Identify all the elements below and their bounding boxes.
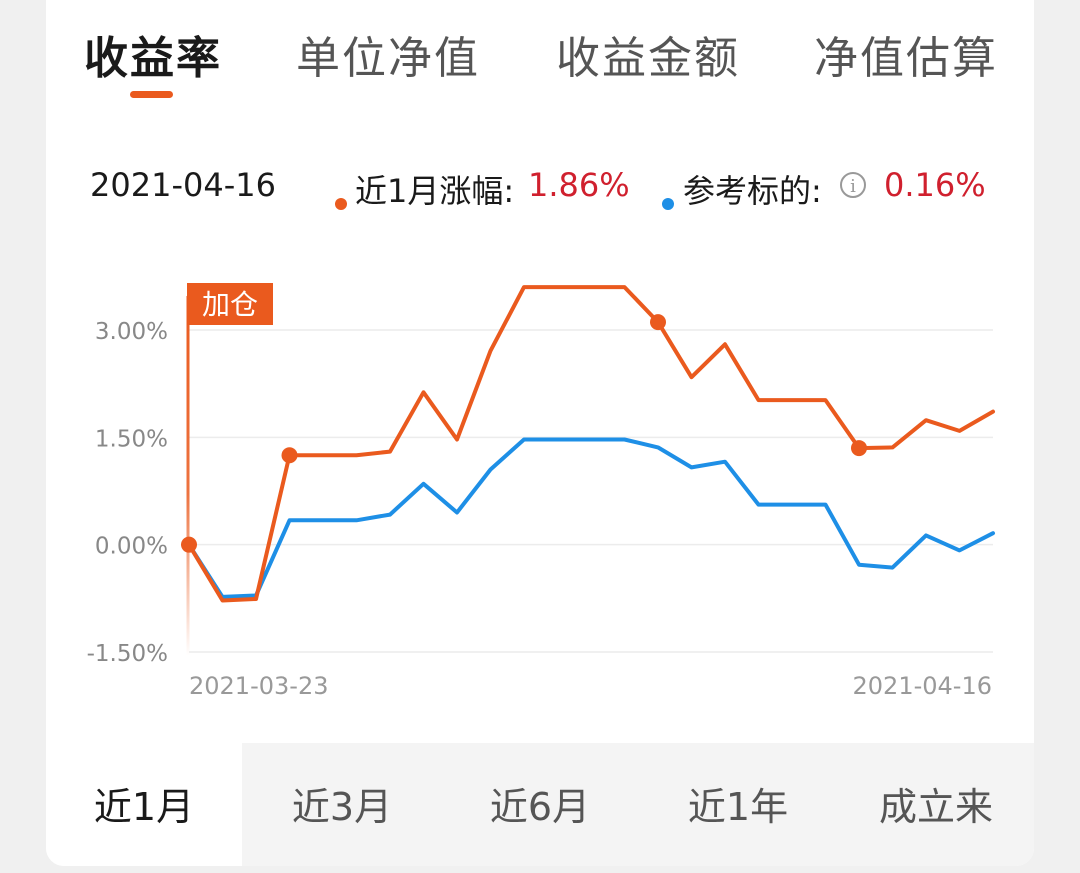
return-chart: 3.00% 1.50% 0.00% -1.50% 加仓 2021-03-23 2021… [87,283,995,700]
active-tab-indicator [130,91,173,98]
range-selector: 近1月 近3月 近6月 近1年 成立来 [46,743,1034,866]
series-layer [187,285,995,603]
y-tick-label: 1.50% [95,426,168,452]
buy-annotation: 加仓 [187,283,273,325]
current-date: 2021-04-16 [90,166,276,204]
chart-card [46,0,1034,866]
range-6m[interactable]: 近6月 [442,743,638,866]
y-tick-label: 0.00% [95,534,168,560]
fund-series-line [187,285,995,603]
marker-layer [181,314,867,553]
buy-marker-line [186,296,190,656]
range-1y[interactable]: 近1年 [638,743,838,866]
y-tick-label: 3.00% [95,319,168,345]
fund-legend-label: 近1月涨幅: [355,172,515,210]
summary-row: 2021-04-16 近1月涨幅: 1.86% 参考标的: 0.16% [0,166,1080,210]
fund-dot [335,198,347,210]
trade-marker-point[interactable] [851,440,867,457]
tab-return-amount[interactable]: 收益金额 [556,33,740,84]
buy-annotation-label: 加仓 [202,288,258,321]
trade-marker-point[interactable] [181,536,197,553]
y-axis-ticks: 3.00% 1.50% 0.00% -1.50% [87,319,168,667]
reference-legend-label: 参考标的: [683,172,822,210]
tab-return-rate[interactable]: 收益率 [84,33,222,84]
range-since-inception[interactable]: 成立来 [838,743,1034,866]
x-end-label: 2021-04-16 [853,672,992,700]
fund-change-value: 1.86% [528,166,630,204]
reference-change-value: 0.16% [884,166,986,204]
x-start-label: 2021-03-23 [189,672,328,700]
fund-legend-dot [335,180,347,218]
grid-layer [189,329,993,653]
info-icon[interactable]: i [840,172,866,198]
range-3m[interactable]: 近3月 [242,743,442,866]
tab-nav-estimate[interactable]: 净值估算 [814,33,998,84]
trade-marker-point[interactable] [650,314,666,331]
reference-legend-dot [662,180,674,218]
y-tick-label: -1.50% [87,641,168,667]
reference-series-line [187,437,995,599]
trade-marker-point[interactable] [281,447,298,464]
buy-annotation-box [187,283,273,325]
range-1m[interactable]: 近1月 [46,743,242,866]
reference-dot [662,198,674,210]
tab-unit-nav[interactable]: 单位净值 [296,33,480,84]
